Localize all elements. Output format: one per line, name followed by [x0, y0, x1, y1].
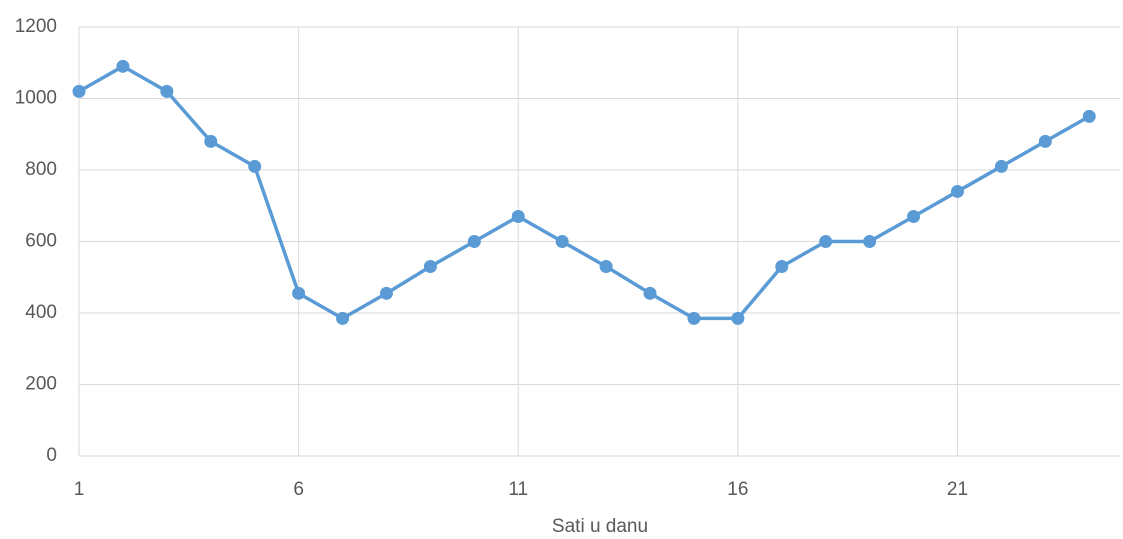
- data-point: [1038, 134, 1052, 148]
- data-point: [336, 311, 350, 325]
- data-point: [160, 84, 174, 98]
- data-point: [379, 286, 393, 300]
- data-point: [555, 235, 569, 248]
- y-tick-label: 1200: [15, 16, 57, 37]
- x-tick-label: 6: [293, 479, 304, 500]
- x-tick-label: 11: [508, 479, 528, 500]
- data-point: [775, 260, 789, 274]
- data-point: [116, 59, 130, 73]
- y-tick-label: 0: [46, 445, 57, 466]
- data-point: [994, 159, 1008, 173]
- data-point: [687, 311, 701, 325]
- y-tick-label: 1000: [15, 88, 57, 109]
- data-point: [950, 184, 964, 198]
- y-tick-label: 800: [25, 159, 57, 180]
- x-tick-label: 21: [947, 479, 968, 500]
- data-point: [731, 311, 745, 325]
- x-tick-label: 16: [727, 479, 748, 500]
- data-point: [863, 235, 877, 248]
- data-point: [907, 209, 921, 223]
- data-point: [292, 286, 306, 300]
- series-line: [78, 64, 1091, 321]
- data-point: [467, 235, 481, 248]
- data-point: [643, 286, 657, 300]
- y-tick-label: 600: [25, 231, 57, 252]
- data-point: [511, 209, 525, 223]
- data-point: [599, 260, 613, 274]
- x-tick-label: 1: [74, 479, 85, 500]
- data-point: [248, 159, 262, 173]
- data-point: [72, 84, 86, 98]
- data-point: [819, 235, 833, 248]
- y-tick-label: 200: [25, 374, 57, 395]
- x-axis-label: Sati u danu: [552, 516, 648, 537]
- y-tick-label: 400: [25, 302, 57, 323]
- data-point: [423, 260, 437, 274]
- data-point: [204, 134, 218, 148]
- data-point: [1082, 109, 1096, 123]
